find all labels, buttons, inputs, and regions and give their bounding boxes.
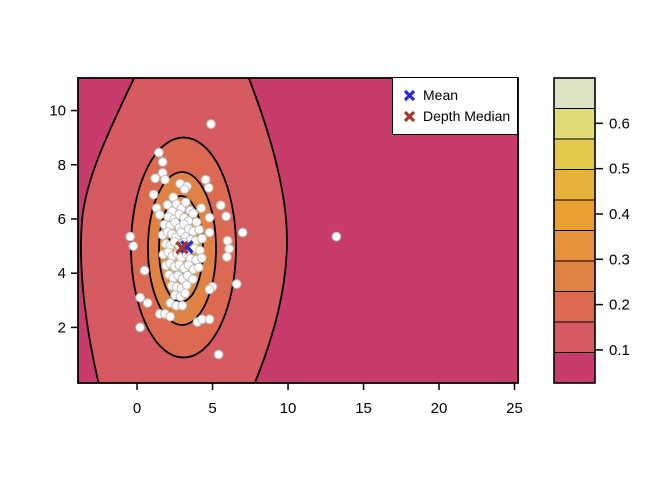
legend-row-mean: Mean bbox=[403, 86, 517, 105]
svg-text:0.6: 0.6 bbox=[609, 115, 630, 132]
svg-text:15: 15 bbox=[355, 400, 372, 417]
svg-text:5: 5 bbox=[208, 400, 216, 417]
svg-text:0.1: 0.1 bbox=[609, 342, 630, 359]
svg-text:0: 0 bbox=[133, 400, 141, 417]
svg-text:2: 2 bbox=[58, 319, 66, 336]
mean-x-icon bbox=[403, 89, 416, 102]
svg-text:10: 10 bbox=[49, 103, 66, 120]
svg-text:25: 25 bbox=[506, 400, 523, 417]
colorbar: 0.1 0.2 0.3 0.4 0.5 0.6 bbox=[553, 77, 630, 384]
svg-text:0.3: 0.3 bbox=[609, 251, 630, 268]
svg-text:4: 4 bbox=[58, 265, 66, 282]
svg-text:0.2: 0.2 bbox=[609, 297, 630, 314]
svg-text:6: 6 bbox=[58, 211, 66, 228]
depth-median-marker bbox=[175, 240, 189, 255]
legend-label-depth-median: Depth Median bbox=[423, 108, 511, 124]
x-axis: 0 5 10 15 20 25 bbox=[133, 383, 523, 417]
svg-text:0.5: 0.5 bbox=[609, 161, 630, 178]
scatter-points bbox=[125, 119, 342, 360]
legend-label-mean: Mean bbox=[423, 87, 459, 103]
legend-row-depth-median: Depth Median bbox=[403, 107, 517, 126]
svg-text:10: 10 bbox=[280, 400, 297, 417]
depth-median-x-icon bbox=[403, 110, 416, 123]
plot-border bbox=[77, 77, 519, 384]
svg-text:20: 20 bbox=[431, 400, 448, 417]
svg-text:8: 8 bbox=[58, 157, 66, 174]
legend: Mean Depth Median bbox=[392, 77, 518, 135]
svg-text:0.4: 0.4 bbox=[609, 206, 630, 223]
y-axis: 2 4 6 8 10 bbox=[49, 103, 78, 336]
